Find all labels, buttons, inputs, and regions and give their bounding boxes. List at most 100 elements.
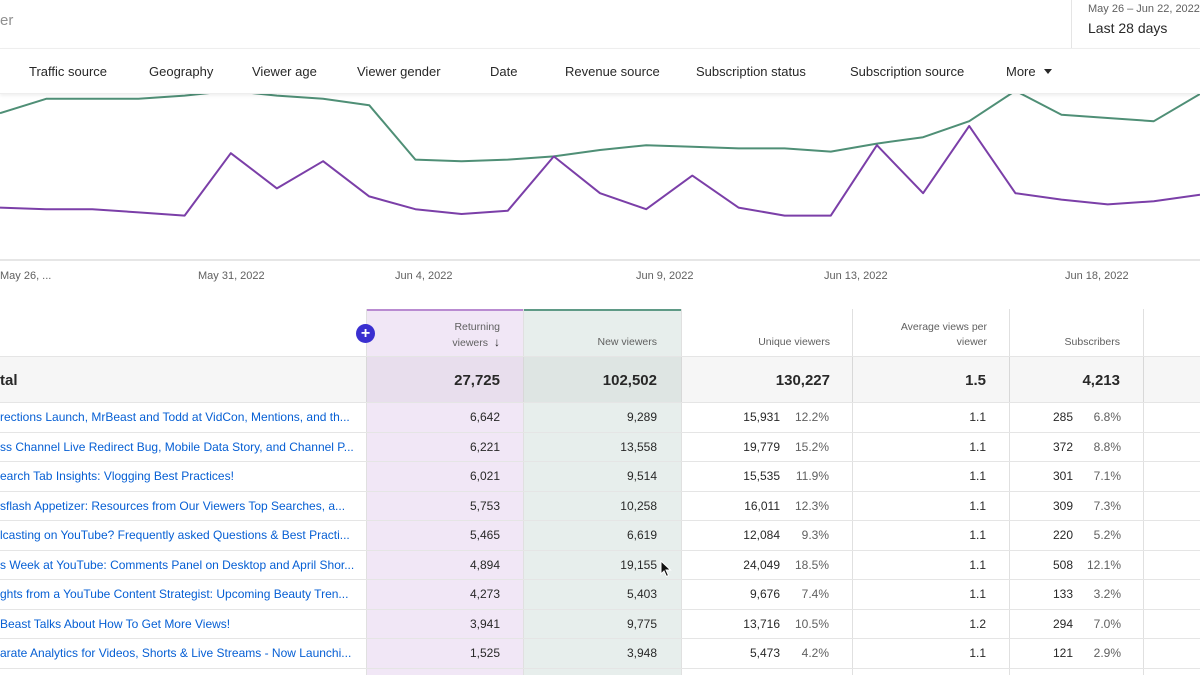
cell-returning: 4,894 (469, 557, 500, 572)
video-title-link[interactable]: arate Analytics for Videos, Shorts & Liv… (0, 646, 352, 660)
date-range-picker[interactable]: May 26 – Jun 22, 2022 Last 28 days (1071, 0, 1200, 48)
table-row[interactable]: ghts from a YouTube Content Strategist: … (0, 580, 1200, 609)
header-unique-viewers[interactable]: Unique viewers (758, 336, 830, 348)
x-tick-label: Jun 4, 2022 (395, 270, 453, 282)
video-title-link[interactable]: s Week at YouTube: Comments Panel on Des… (0, 557, 355, 572)
cell-unique-pct: 15.2% (794, 439, 829, 454)
table-row[interactable]: sflash Appetizer: Resources from Our Vie… (0, 492, 1200, 521)
cell-subs-pct: 7.3% (1093, 498, 1121, 513)
table-row[interactable]: lcasting on YouTube? Frequently asked Qu… (0, 521, 1200, 550)
cell-unique: 5,473 (749, 646, 780, 660)
cell-unique-pct: 9.3% (801, 528, 829, 542)
cell-unique: 24,049 (743, 557, 780, 572)
header-avg-line2: viewer (956, 336, 987, 348)
cell-unique-pct: 4.2% (801, 646, 829, 660)
header-new-viewers[interactable]: New viewers (597, 336, 657, 348)
header-average-views[interactable]: Average views per viewer (860, 320, 987, 350)
cell-avg: 1.1 (969, 646, 986, 660)
table-row[interactable]: ss Channel Live Redirect Bug, Mobile Dat… (0, 433, 1200, 462)
tab-viewer-gender[interactable]: Viewer gender (357, 64, 441, 79)
cell-subs: 220 (1052, 528, 1073, 542)
x-tick-label: Jun 9, 2022 (636, 270, 694, 282)
arrow-down-icon: ↓ (494, 335, 500, 349)
table-row[interactable]: rections Launch, MrBeast and Todd at Vid… (0, 403, 1200, 432)
cell-new: 3,948 (626, 646, 657, 660)
cell-subs: 309 (1052, 498, 1073, 513)
cell-new: 10,258 (620, 498, 657, 513)
table-row[interactable]: arate Analytics for Videos, Shorts & Liv… (0, 639, 1200, 668)
x-tick-label: May 31, 2022 (198, 270, 265, 282)
total-avg: 1.5 (965, 372, 986, 389)
cell-new: 9,514 (626, 469, 657, 483)
series-line-returning-viewers (0, 125, 1200, 217)
video-title-link[interactable]: lcasting on YouTube? Frequently asked Qu… (0, 528, 350, 542)
tab-traffic-source[interactable]: Traffic source (29, 64, 108, 79)
cell-new: 19,155 (620, 557, 657, 572)
video-title-link[interactable]: sflash Appetizer: Resources from Our Vie… (0, 498, 346, 513)
header-subscribers[interactable]: Subscribers (1064, 336, 1120, 348)
video-title-link[interactable]: ghts from a YouTube Content Strategist: … (0, 587, 349, 601)
mouse-cursor-icon (660, 560, 672, 578)
cell-subs-pct: 6.8% (1093, 410, 1121, 424)
line-chart-svg (0, 94, 1200, 261)
cell-avg: 1.1 (969, 498, 986, 513)
tab-viewer-age[interactable]: Viewer age (252, 64, 317, 79)
tab-more[interactable]: More (1006, 64, 1052, 79)
cell-subs: 294 (1052, 616, 1073, 631)
tab-subscription-source[interactable]: Subscription source (850, 64, 965, 79)
tab-date[interactable]: Date (490, 64, 518, 79)
tab-more-label: More (1006, 64, 1036, 79)
add-metric-button[interactable]: + (356, 324, 375, 343)
tab-revenue-source[interactable]: Revenue source (565, 64, 660, 79)
new-column-highlight (523, 309, 681, 675)
cell-unique-pct: 12.3% (794, 498, 829, 513)
total-unique: 130,227 (775, 372, 830, 389)
cell-new: 9,775 (626, 616, 657, 631)
cell-new: 5,403 (626, 587, 657, 601)
cell-returning: 5,465 (469, 528, 500, 542)
x-tick-label: May 26, ... (0, 270, 52, 282)
table-row[interactable]: Beast Talks About How To Get More Views!… (0, 610, 1200, 639)
cell-subs-pct: 8.8% (1093, 439, 1121, 454)
data-table: + Returning viewers ↓ New viewers Unique … (0, 309, 1200, 675)
cell-unique-pct: 11.9% (795, 469, 829, 483)
cell-avg: 1.1 (969, 557, 986, 572)
cell-subs: 508 (1052, 557, 1073, 572)
cell-avg: 1.1 (969, 587, 986, 601)
cell-new: 9,289 (626, 410, 657, 424)
returning-column-highlight (366, 309, 523, 675)
cell-returning: 4,273 (469, 587, 500, 601)
cell-subs-pct: 7.0% (1093, 616, 1121, 631)
cell-returning: 6,021 (469, 469, 500, 483)
cell-subs-pct: 7.1% (1093, 469, 1121, 483)
cell-unique: 19,779 (743, 439, 780, 454)
x-tick-label: Jun 18, 2022 (1065, 270, 1129, 282)
video-title-link[interactable]: earch Tab Insights: Vlogging Best Practi… (0, 469, 234, 483)
cell-avg: 1.2 (969, 616, 986, 631)
filter-input-fragment[interactable]: er (0, 12, 14, 29)
cell-unique: 13,716 (743, 616, 780, 631)
header-avg-line1: Average views per (900, 321, 987, 333)
tab-subscription-status[interactable]: Subscription status (696, 64, 806, 79)
video-title-link[interactable]: ss Channel Live Redirect Bug, Mobile Dat… (0, 439, 354, 454)
cell-subs-pct: 12.1% (1086, 557, 1121, 572)
table-row[interactable]: s Week at YouTube: Comments Panel on Des… (0, 551, 1200, 580)
cell-new: 13,558 (620, 439, 657, 454)
total-new: 102,502 (602, 372, 657, 389)
tab-geography[interactable]: Geography (149, 64, 214, 79)
cell-avg: 1.1 (969, 469, 986, 483)
table-row[interactable]: earch Tab Insights: Vlogging Best Practi… (0, 462, 1200, 491)
dimension-tabs: Traffic source Geography Viewer age View… (0, 48, 1200, 94)
date-range-label: Last 28 days (1088, 20, 1168, 36)
video-title-link[interactable]: rections Launch, MrBeast and Todd at Vid… (0, 410, 350, 424)
cell-subs: 133 (1052, 587, 1073, 601)
top-bar: er May 26 – Jun 22, 2022 Last 28 days (0, 0, 1200, 48)
caret-down-icon (1043, 69, 1052, 74)
x-tick-label: Jun 13, 2022 (824, 270, 888, 282)
cell-unique-pct: 18.5% (794, 557, 829, 572)
cell-unique: 15,535 (743, 469, 780, 483)
video-title-link[interactable]: Beast Talks About How To Get More Views! (0, 616, 231, 631)
cell-subs: 372 (1052, 439, 1073, 454)
cell-returning: 5,753 (469, 498, 500, 513)
header-returning-viewers[interactable]: Returning viewers ↓ (380, 320, 500, 351)
